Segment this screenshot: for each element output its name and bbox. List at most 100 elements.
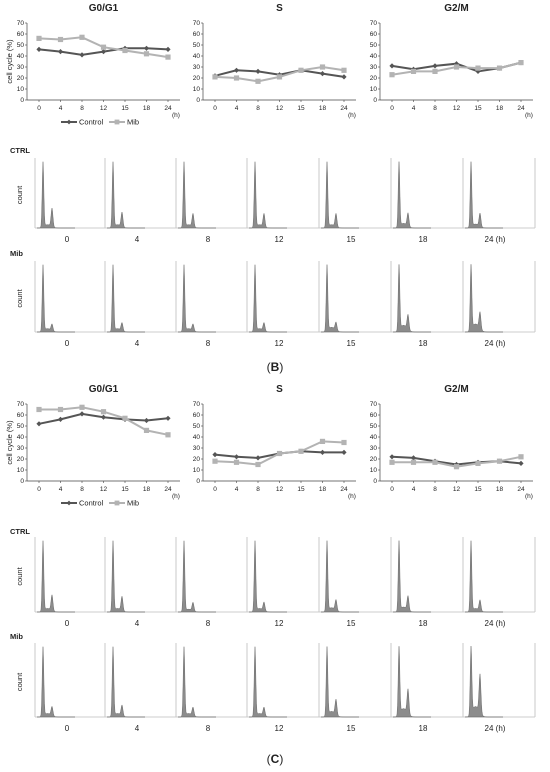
timepoint-label: 12 (275, 619, 284, 628)
timepoint-label: 8 (206, 724, 211, 733)
x-unit-label: (h) (348, 112, 356, 119)
data-point-mib (432, 459, 438, 465)
line-chart-B-s: S 0 10 20 30 40 50 60 70 0 4 8 12 15 18 24(h) (193, 3, 356, 119)
timepoint-label: 8 (206, 619, 211, 628)
x-unit-label: (h) (172, 112, 180, 119)
data-point-control (518, 460, 524, 466)
histogram-12h (248, 161, 287, 229)
data-point-mib (410, 459, 417, 465)
histogram-24h (464, 161, 503, 229)
timepoint-label: 18 (419, 724, 428, 733)
x-tick-label: 0 (37, 105, 41, 112)
histogram-4h (106, 540, 145, 613)
x-unit-label: (h) (172, 493, 180, 500)
line-chart-C-s: S 0 10 20 30 40 50 60 70 0 4 8 12 15 18 24(h) (193, 384, 356, 500)
histogram-8h (177, 161, 216, 229)
line-chart-C-g2-m: G2/M 0 10 20 30 40 50 60 70 0 4 8 12 15 18 24(h) (370, 384, 533, 500)
timepoint-label: 8 (206, 339, 211, 348)
x-tick-label: 15 (297, 486, 305, 493)
histogram-24h (464, 646, 503, 718)
timepoint-label: 15 (347, 339, 356, 348)
x-tick-label: 12 (100, 486, 108, 493)
data-point-mib (475, 460, 481, 466)
y-tick-label: 60 (193, 31, 201, 38)
y-tick-label: 10 (370, 467, 378, 474)
histogram-row-label: Mib (10, 632, 23, 641)
data-point-mib (233, 459, 240, 465)
timepoint-label: 4 (135, 724, 140, 733)
histogram-8h (177, 264, 216, 333)
data-point-control (36, 46, 42, 52)
histogram-row-label: Mib (10, 249, 23, 258)
timepoint-label: 4 (135, 339, 140, 348)
data-point-mib (389, 459, 395, 465)
data-point-mib (475, 65, 481, 71)
histogram-0h (36, 264, 75, 333)
x-unit-label: (h) (525, 493, 533, 500)
y-tick-label: 0 (373, 97, 377, 104)
data-point-mib (298, 67, 304, 73)
y-tick-label: 30 (370, 445, 378, 452)
timepoint-label: 15 (347, 235, 356, 244)
data-point-control (143, 45, 150, 51)
y-tick-label: 70 (370, 401, 378, 408)
x-tick-label: 24 (517, 105, 525, 112)
data-point-mib (212, 458, 218, 464)
histogram-0h (36, 540, 75, 613)
line-chart-B-g2-m: G2/M 0 10 20 30 40 50 60 70 0 4 8 12 15 18 24(h) (370, 3, 533, 119)
x-tick-label: 12 (453, 105, 461, 112)
x-tick-label: 8 (80, 486, 84, 493)
line-chart-B-g0-g1: G0/G1 0 10 20 30 40 50 60 70 0 4 8 12 15 18 24(h) cell c… (5, 3, 180, 127)
data-point-mib (341, 67, 347, 73)
data-point-mib (143, 51, 150, 57)
data-point-control (79, 411, 85, 417)
x-tick-label: 18 (143, 486, 151, 493)
y-tick-label: 50 (193, 42, 201, 49)
timepoint-label: 12 (275, 235, 284, 244)
timepoint-label: 18 (419, 619, 428, 628)
panel-label-close: ) (279, 360, 283, 374)
x-tick-label: 12 (276, 105, 284, 112)
data-point-control (165, 46, 171, 52)
x-tick-label: 8 (256, 105, 260, 112)
data-point-control (100, 414, 107, 420)
histogram-4h (106, 264, 145, 333)
data-point-mib (79, 404, 85, 410)
y-tick-label: 0 (196, 97, 200, 104)
panel-label-letter: C (271, 752, 280, 766)
data-point-control (143, 417, 150, 424)
data-point-mib (100, 44, 107, 50)
y-tick-label: 10 (17, 86, 25, 93)
panel-label-open: ( (267, 360, 271, 374)
legend-label-mib: Mib (127, 118, 139, 127)
timepoint-label: 0 (65, 339, 70, 348)
y-tick-label: 70 (193, 20, 201, 27)
histogram-block-C-ctrl: CTRL count 0 4 8 12 15 18 24 (h) (10, 527, 536, 628)
x-tick-label: 8 (433, 105, 437, 112)
x-tick-label: 15 (121, 105, 129, 112)
count-axis-label: count (15, 288, 24, 307)
x-tick-label: 0 (37, 486, 41, 493)
data-point-mib (143, 427, 150, 433)
y-tick-label: 20 (193, 456, 201, 463)
data-point-mib (233, 75, 240, 81)
legend-label-control: Control (79, 118, 104, 127)
y-tick-label: 70 (193, 401, 201, 408)
data-point-mib (57, 406, 64, 413)
y-tick-label: 20 (193, 75, 201, 82)
data-point-mib (341, 439, 347, 446)
data-point-control (319, 71, 326, 77)
chart-title: S (276, 3, 283, 14)
legend-label-control: Control (79, 499, 104, 508)
data-point-mib (276, 450, 283, 457)
x-tick-label: 0 (390, 105, 394, 112)
timepoint-label: 12 (275, 724, 284, 733)
y-tick-label: 60 (17, 31, 25, 38)
timepoint-label: 15 (347, 619, 356, 628)
timepoint-label: 24 (h) (485, 724, 506, 733)
chart-title: G2/M (444, 3, 468, 14)
data-point-mib (165, 432, 171, 438)
data-point-mib (100, 409, 107, 415)
data-point-mib (518, 454, 524, 460)
count-axis-label: count (15, 672, 24, 691)
